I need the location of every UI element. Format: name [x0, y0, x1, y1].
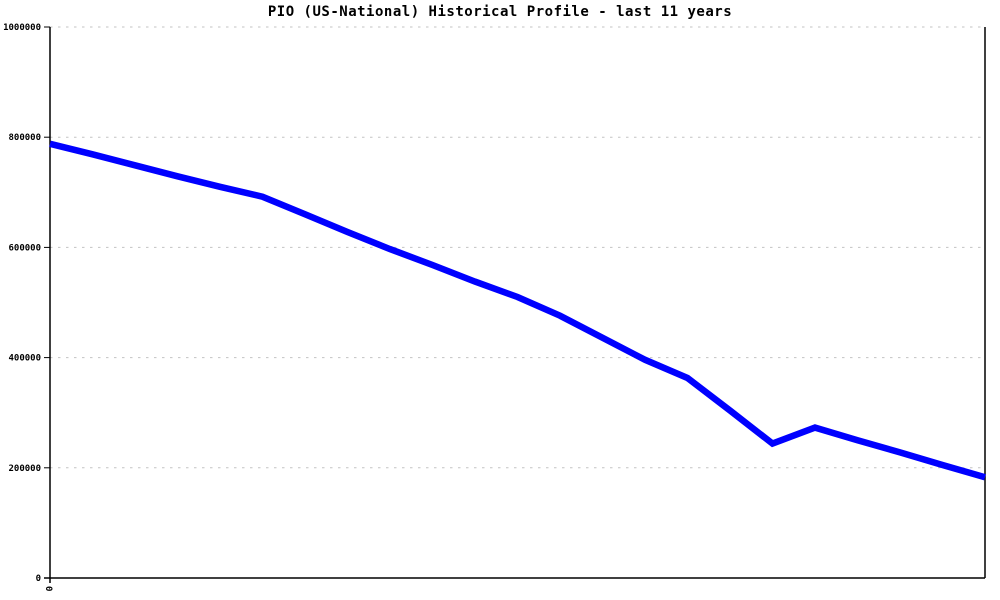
gridlines	[50, 26, 985, 469]
y-tick-label: 0	[36, 574, 41, 584]
x-axis-tick-labels: 0	[43, 586, 53, 591]
axes	[44, 26, 986, 583]
y-tick-label: 200000	[8, 464, 41, 474]
y-tick-label: 1000000	[3, 23, 41, 33]
series-line	[49, 140, 986, 481]
y-axis-tick-labels: 0 200000 400000 600000 800000 1000000	[3, 23, 41, 584]
y-tick-label: 800000	[8, 133, 41, 143]
y-tick-label: 600000	[8, 243, 41, 253]
data-series	[49, 140, 986, 481]
chart-title: PIO (US-National) Historical Profile - l…	[267, 4, 733, 20]
y-tick-label: 400000	[8, 354, 41, 364]
x-tick-label: 0	[43, 586, 53, 591]
